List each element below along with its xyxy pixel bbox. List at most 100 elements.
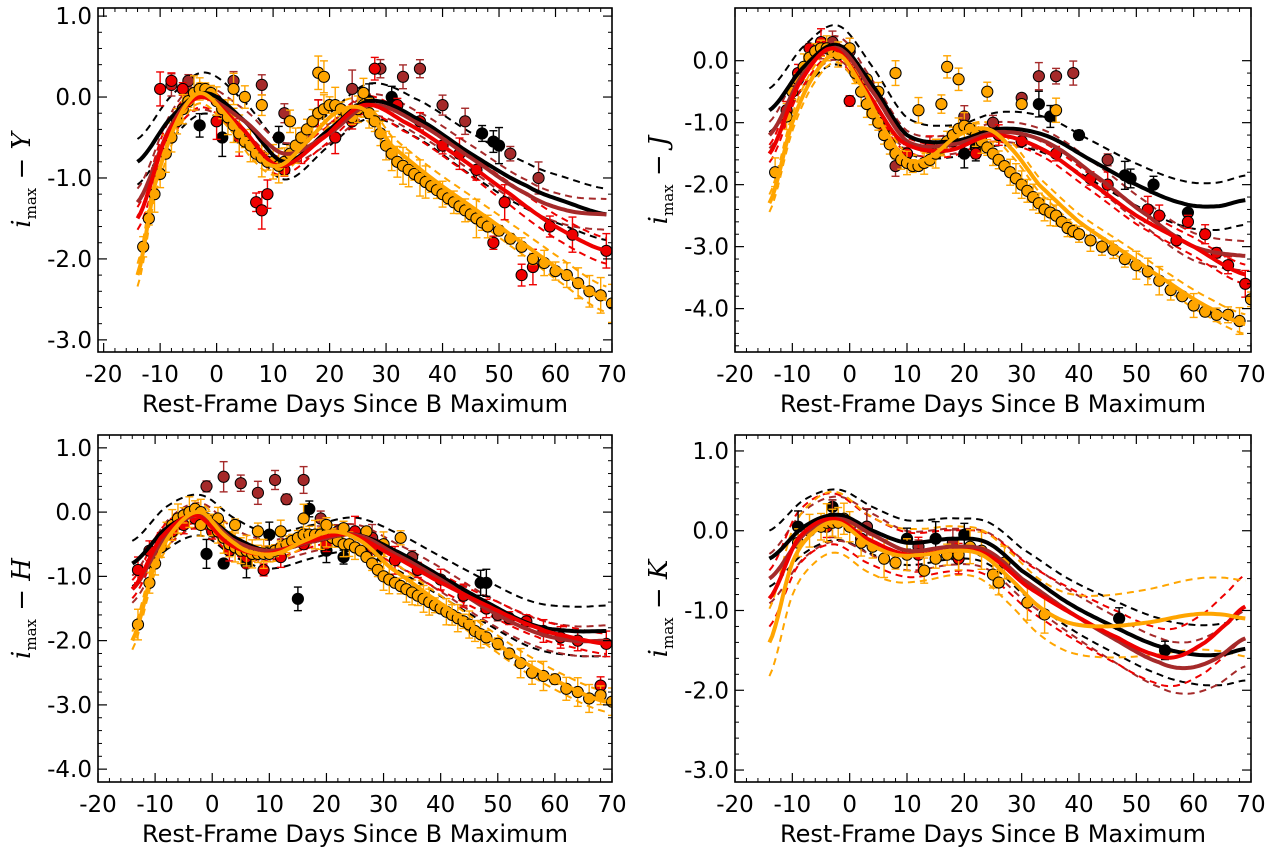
fit-curve-1 bbox=[136, 90, 607, 217]
y-tick-label: 0.0 bbox=[55, 500, 92, 526]
data-point bbox=[941, 60, 954, 73]
y-tick-label: 0.0 bbox=[692, 49, 729, 75]
data-point bbox=[480, 576, 493, 589]
y-tick-label: -1.0 bbox=[684, 111, 729, 137]
fit-curve-4 bbox=[767, 520, 1246, 644]
x-tick-label: 10 bbox=[892, 362, 921, 388]
data-point bbox=[320, 518, 333, 532]
fit-curve-1 bbox=[768, 512, 1246, 658]
x-tick-label: -10 bbox=[136, 792, 174, 818]
data-point bbox=[1072, 228, 1086, 241]
y-tick-label: 1.0 bbox=[55, 436, 92, 462]
data-point bbox=[1153, 209, 1166, 222]
x-axis-title: Rest-Frame Days Since B Maximum bbox=[780, 390, 1206, 418]
x-tick-label: 0 bbox=[842, 362, 857, 388]
x-tick-label: 10 bbox=[892, 792, 921, 818]
data-point bbox=[154, 82, 167, 96]
fit-band-upper bbox=[768, 490, 1246, 610]
data-point bbox=[317, 70, 331, 83]
y-tick-label: -1.0 bbox=[47, 564, 92, 590]
y-axis-title-sub: max bbox=[22, 618, 40, 650]
data-point bbox=[981, 85, 994, 98]
fit-curve-2 bbox=[768, 516, 1247, 671]
x-tick-label: 0 bbox=[209, 362, 224, 388]
x-tick-label: 0 bbox=[205, 792, 220, 818]
chart-panel-4: -20 -10 0 10 20 30 40 50 60 70 1.0 0.0 -1.0 -2.0 -3.0 R… bbox=[644, 434, 1266, 848]
y-tick-label: -1.0 bbox=[47, 166, 92, 192]
y-axis-title-sub: max bbox=[659, 184, 677, 216]
y-tick-label: -2.0 bbox=[47, 247, 92, 273]
y-tick-label: -2.0 bbox=[47, 629, 92, 655]
fit-band-upper bbox=[768, 24, 1246, 185]
plot-area bbox=[767, 24, 1251, 336]
y-tick-label: -3.0 bbox=[47, 328, 92, 354]
x-tick-label: 70 bbox=[597, 792, 626, 818]
data-point bbox=[297, 473, 310, 487]
x-tick-label: -20 bbox=[79, 792, 117, 818]
data-point bbox=[889, 66, 902, 80]
data-point bbox=[889, 556, 902, 569]
fit-band-upper bbox=[768, 45, 1246, 316]
x-tick-label: -20 bbox=[716, 362, 754, 388]
x-tick-label: 60 bbox=[1179, 792, 1208, 818]
x-tick-label: -20 bbox=[716, 792, 754, 818]
fit-band-lower bbox=[768, 543, 1246, 688]
fit-curve-1 bbox=[768, 42, 1246, 209]
data-point bbox=[193, 119, 206, 132]
x-tick-label: 30 bbox=[1007, 792, 1036, 818]
fit-curve-4 bbox=[135, 90, 608, 302]
data-point bbox=[1015, 97, 1028, 111]
data-point bbox=[1199, 228, 1212, 241]
data-point bbox=[504, 147, 517, 160]
data-point bbox=[283, 115, 297, 128]
y-axis-title-rest: − H bbox=[7, 557, 37, 619]
data-point bbox=[958, 147, 971, 160]
y-axis-title: imax − K bbox=[644, 558, 677, 657]
data-point bbox=[498, 196, 511, 209]
data-point bbox=[605, 297, 612, 310]
x-tick-label: -10 bbox=[774, 362, 812, 388]
y-axis-title-main: i bbox=[644, 216, 674, 224]
data-point bbox=[515, 269, 528, 282]
x-tick-label: 50 bbox=[484, 362, 513, 388]
x-tick-label: 30 bbox=[369, 792, 398, 818]
data-point bbox=[475, 127, 489, 140]
y-tick-label: -3.0 bbox=[684, 235, 729, 261]
plot-area bbox=[767, 488, 1247, 695]
data-point bbox=[1095, 240, 1109, 253]
y-tick-label: -3.0 bbox=[684, 758, 729, 784]
axes-frame bbox=[97, 7, 613, 353]
x-tick-label: 60 bbox=[540, 792, 569, 818]
data-point bbox=[280, 493, 293, 506]
x-tick-label: 40 bbox=[426, 792, 455, 818]
x-tick-label: 50 bbox=[1122, 362, 1151, 388]
fit-curve-3 bbox=[767, 516, 1247, 660]
fit-curve-4 bbox=[767, 52, 1246, 327]
data-point bbox=[1101, 153, 1114, 166]
data-point bbox=[1084, 234, 1097, 247]
fit-band-upper bbox=[131, 493, 607, 608]
data-point bbox=[357, 86, 370, 100]
data-point bbox=[165, 74, 178, 87]
data-point bbox=[234, 477, 247, 490]
x-tick-label: 50 bbox=[483, 792, 512, 818]
data-point bbox=[1049, 70, 1063, 83]
data-point bbox=[1147, 178, 1160, 191]
x-tick-label: 40 bbox=[1064, 362, 1093, 388]
data-point bbox=[532, 171, 545, 185]
fit-band-upper bbox=[768, 492, 1246, 631]
chart-panel-2: -20 -10 0 10 20 30 40 50 60 70 0.0 -1.0 -2.0 -3.0 -4.0… bbox=[644, 7, 1266, 418]
data-point bbox=[1072, 128, 1086, 142]
series-4-points bbox=[769, 35, 1251, 336]
y-axis-title-sub: max bbox=[659, 617, 677, 649]
y-tick-label: -4.0 bbox=[684, 297, 729, 323]
data-point bbox=[952, 73, 965, 86]
data-point bbox=[487, 236, 500, 249]
data-point bbox=[459, 115, 472, 128]
series-3-points bbox=[154, 56, 612, 287]
axes-frame bbox=[734, 7, 1252, 353]
y-axis-title: imax − J bbox=[644, 134, 677, 224]
x-tick-label: 60 bbox=[541, 362, 570, 388]
data-point bbox=[394, 531, 407, 544]
y-tick-label: -3.0 bbox=[47, 693, 92, 719]
